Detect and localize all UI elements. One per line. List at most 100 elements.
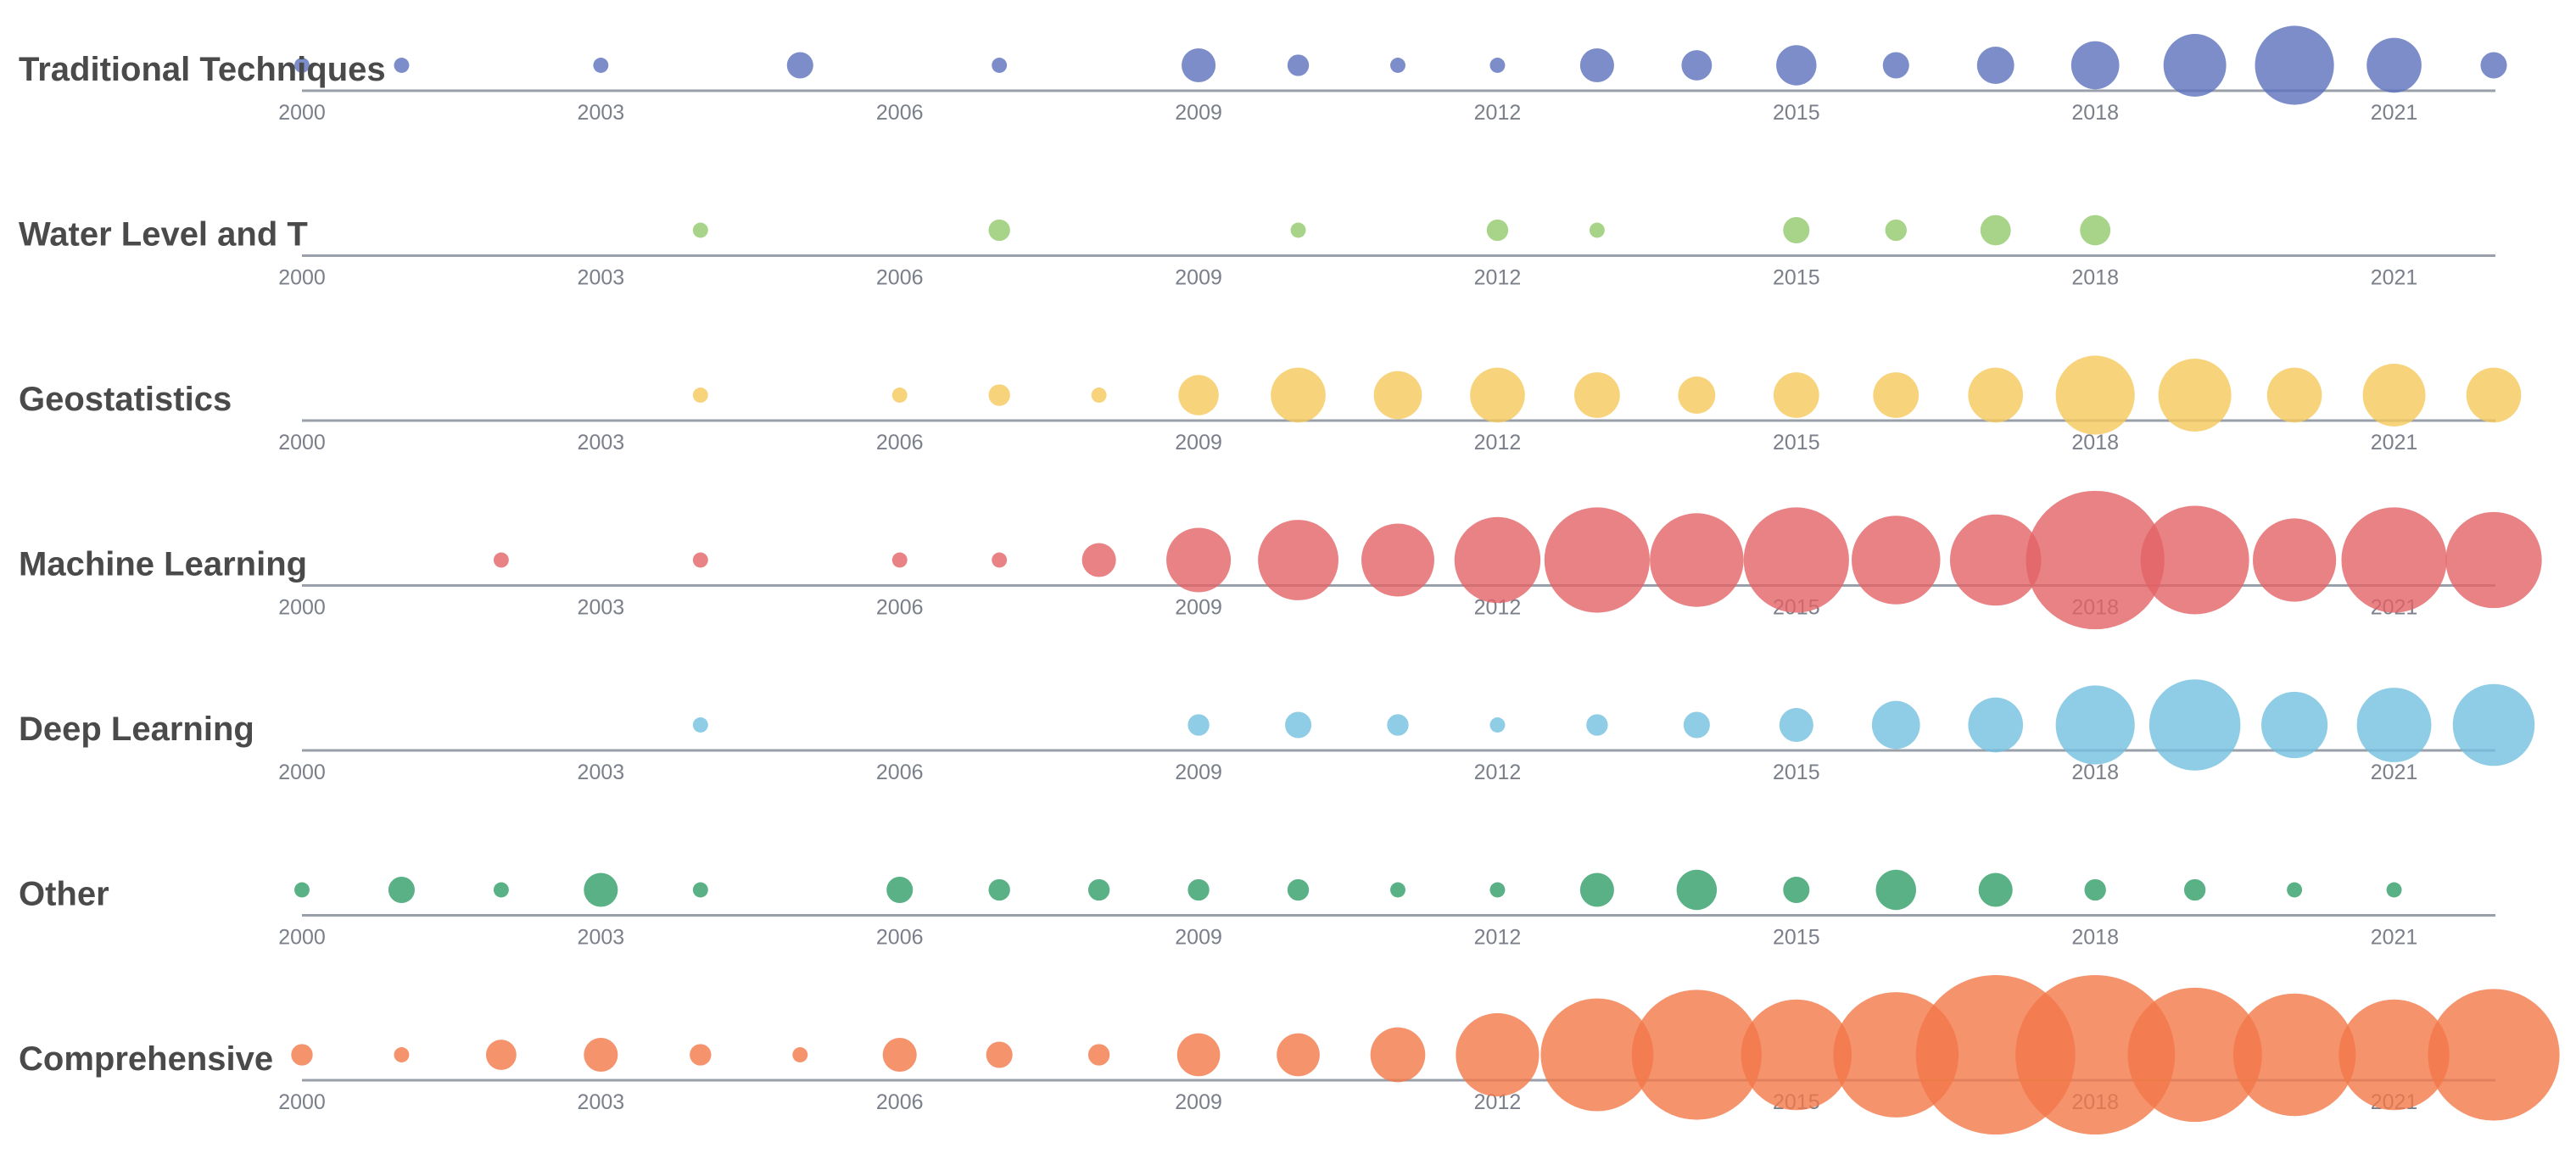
x-tick-label: 2021 bbox=[2371, 431, 2418, 454]
data-bubble bbox=[1387, 714, 1408, 735]
series-row: 20002003200620092012201520182021Machine … bbox=[19, 491, 2542, 629]
data-bubble bbox=[1291, 223, 1306, 238]
series-row: 2000 2003 2006 2009 2012 2015 2018 2021 Traditio… bbox=[19, 25, 2507, 125]
data-bubble bbox=[1489, 717, 1505, 733]
series-row: 2000 2003 2006 2009 2012 2015 2018 2021Other bbox=[19, 870, 2495, 950]
x-tick-label: 2003 bbox=[578, 926, 625, 950]
data-bubble bbox=[1876, 870, 1916, 910]
data-bubble bbox=[593, 58, 608, 73]
data-bubble bbox=[1678, 376, 1715, 414]
data-bubble bbox=[1780, 708, 1813, 742]
data-bubble bbox=[1783, 217, 1809, 243]
x-tick-label: 2015 bbox=[1773, 761, 1820, 784]
data-bubble bbox=[2261, 692, 2327, 758]
data-bubble bbox=[2149, 679, 2241, 771]
data-bubble bbox=[2080, 215, 2110, 246]
data-bubble bbox=[1177, 1034, 1221, 1077]
data-bubble bbox=[1390, 58, 1405, 73]
data-bubble bbox=[584, 872, 617, 906]
series-label: Comprehensive bbox=[19, 1040, 273, 1078]
data-bubble bbox=[1288, 54, 1309, 75]
data-bubble bbox=[1288, 879, 1309, 900]
data-bubble bbox=[1590, 223, 1605, 238]
data-bubble bbox=[1455, 517, 1540, 603]
x-tick-label: 2003 bbox=[578, 596, 625, 620]
x-tick-label: 2006 bbox=[876, 926, 924, 950]
data-bubble bbox=[1371, 1028, 1426, 1083]
x-tick-label: 2018 bbox=[2071, 926, 2119, 950]
x-tick-label: 2015 bbox=[1773, 266, 1820, 290]
data-bubble bbox=[693, 387, 708, 403]
data-bubble bbox=[584, 1038, 617, 1072]
series-row: 2000 2003 2006 2009 2012 2015 2018 2021 Deep Lea… bbox=[19, 679, 2534, 784]
data-bubble bbox=[1681, 50, 1712, 81]
x-tick-label: 2000 bbox=[278, 596, 326, 620]
data-bubble bbox=[1092, 387, 1107, 403]
x-tick-label: 2012 bbox=[1474, 926, 1522, 950]
data-bubble bbox=[1456, 1013, 1539, 1096]
data-bubble bbox=[1178, 375, 1218, 415]
data-bubble bbox=[2056, 685, 2135, 764]
data-bubble bbox=[892, 553, 908, 568]
data-bubble bbox=[1783, 877, 1809, 903]
data-bubble bbox=[2428, 989, 2559, 1120]
data-bubble bbox=[2085, 879, 2106, 900]
x-tick-label: 2009 bbox=[1175, 101, 1222, 125]
data-bubble bbox=[1886, 220, 1907, 241]
x-tick-label: 2006 bbox=[876, 761, 924, 784]
data-bubble bbox=[2233, 994, 2356, 1117]
series-label: Deep Learning bbox=[19, 711, 254, 748]
data-bubble bbox=[693, 883, 708, 898]
data-bubble bbox=[2467, 368, 2522, 423]
x-tick-label: 2003 bbox=[578, 431, 625, 454]
series-label: Geostatistics bbox=[19, 381, 232, 418]
data-bubble bbox=[2341, 507, 2446, 612]
x-tick-label: 2012 bbox=[1474, 761, 1522, 784]
data-bubble bbox=[2267, 368, 2322, 423]
x-tick-label: 2021 bbox=[2371, 101, 2418, 125]
data-bubble bbox=[693, 223, 708, 238]
series-label: Water Level and T bbox=[19, 216, 308, 254]
x-tick-label: 2009 bbox=[1175, 761, 1222, 784]
data-bubble bbox=[989, 879, 1010, 900]
data-bubble bbox=[1374, 371, 1422, 420]
data-bubble bbox=[1088, 879, 1109, 900]
data-bubble bbox=[291, 1044, 312, 1065]
data-bubble bbox=[2480, 52, 2506, 78]
x-tick-label: 2009 bbox=[1175, 1090, 1222, 1114]
x-tick-label: 2021 bbox=[2371, 266, 2418, 290]
series-row: 2000 2003 2006 2009 2012 2015 2018 2021Water Le… bbox=[19, 215, 2495, 290]
data-bubble bbox=[886, 877, 913, 903]
data-bubble bbox=[1872, 701, 1920, 750]
series-label: Traditional Techniques bbox=[19, 51, 386, 88]
data-bubble bbox=[1182, 48, 1215, 82]
data-bubble bbox=[1968, 698, 2023, 753]
x-tick-label: 2015 bbox=[1773, 101, 1820, 125]
x-tick-label: 2009 bbox=[1175, 266, 1222, 290]
data-bubble bbox=[1277, 1034, 1320, 1077]
data-bubble bbox=[2453, 684, 2535, 767]
x-tick-label: 2003 bbox=[578, 761, 625, 784]
data-bubble bbox=[2253, 518, 2336, 601]
x-tick-label: 2006 bbox=[876, 596, 924, 620]
x-tick-label: 2006 bbox=[876, 101, 924, 125]
data-bubble bbox=[2159, 359, 2232, 432]
data-bubble bbox=[693, 717, 708, 733]
x-tick-label: 2006 bbox=[876, 431, 924, 454]
data-bubble bbox=[1684, 711, 1710, 738]
x-tick-label: 2000 bbox=[278, 761, 326, 784]
data-bubble bbox=[1852, 516, 1941, 605]
data-bubble bbox=[1586, 714, 1607, 735]
data-bubble bbox=[1574, 372, 1620, 418]
data-bubble bbox=[1487, 220, 1508, 241]
data-bubble bbox=[2363, 364, 2426, 426]
x-tick-label: 2006 bbox=[876, 266, 924, 290]
data-bubble bbox=[787, 52, 813, 78]
data-bubble bbox=[494, 553, 509, 568]
x-tick-label: 2003 bbox=[578, 101, 625, 125]
data-bubble bbox=[792, 1047, 807, 1062]
data-bubble bbox=[486, 1040, 517, 1070]
x-tick-label: 2018 bbox=[2071, 266, 2119, 290]
data-bubble bbox=[1873, 372, 1919, 418]
data-bubble bbox=[1580, 48, 1614, 82]
